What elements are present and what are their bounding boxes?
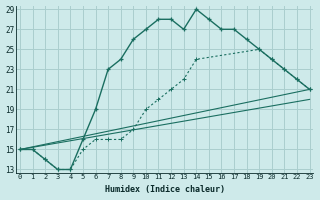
X-axis label: Humidex (Indice chaleur): Humidex (Indice chaleur) <box>105 185 225 194</box>
